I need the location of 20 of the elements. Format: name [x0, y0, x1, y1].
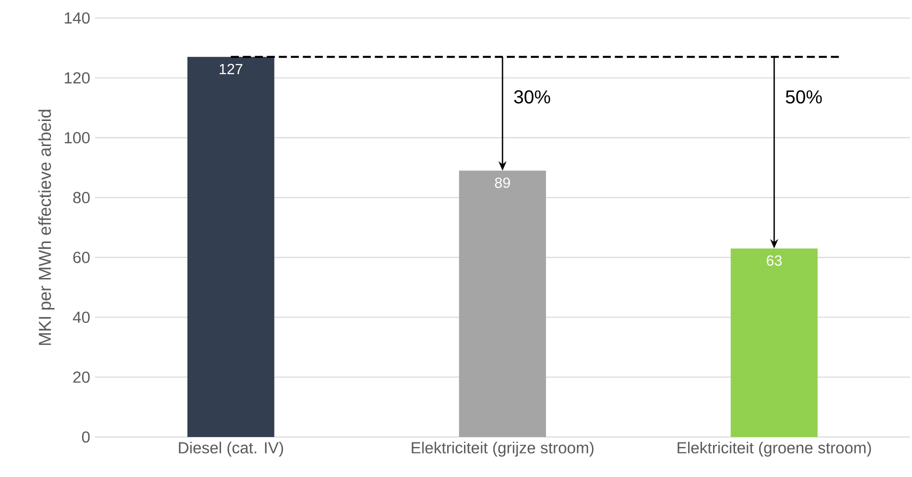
y-tick-label: 100	[64, 132, 90, 144]
data-label: 127	[220, 64, 242, 74]
y-tick-label: 20	[73, 371, 90, 383]
data-label: 63	[766, 255, 782, 266]
y-tick-label: 60	[73, 252, 90, 264]
bar	[187, 56, 274, 437]
y-tick-label: 80	[73, 192, 90, 204]
x-tick-label: Diesel (cat. IV)	[178, 442, 284, 457]
data-label: 89	[494, 178, 510, 188]
x-tick-label: Elektriciteit (grijze stroom)	[412, 442, 594, 457]
annotation: 30%	[514, 90, 550, 104]
y-axis-title: MKI per MWh effectieve arbeid	[38, 110, 54, 345]
x-tick-label: Elektriciteit (groene stroom)	[678, 442, 871, 457]
annotation: 50%	[786, 90, 822, 104]
bar	[730, 248, 818, 437]
y-tick-label: 120	[64, 72, 90, 84]
bar	[459, 170, 546, 437]
y-tick-label: 40	[72, 312, 90, 323]
y-tick-label: 0	[82, 431, 90, 443]
y-tick-label: 140	[64, 12, 90, 24]
